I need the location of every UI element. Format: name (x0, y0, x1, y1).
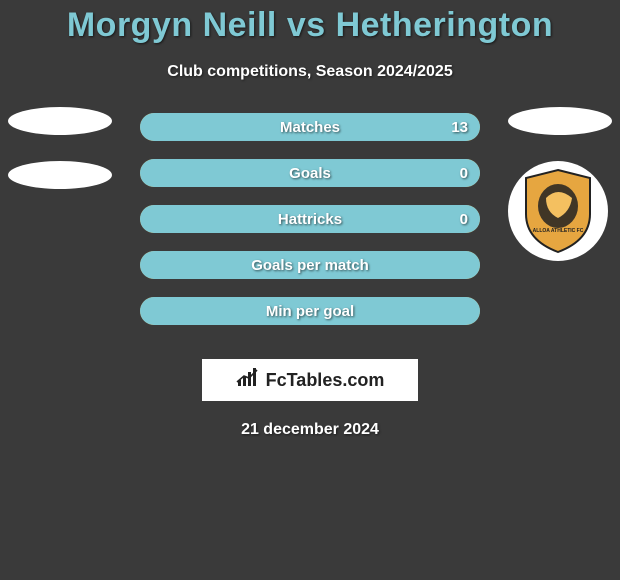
stat-row-matches: Matches 13 (140, 113, 480, 141)
club-badge-text: ALLOA ATHLETIC FC (533, 228, 584, 234)
chart-icon (236, 368, 260, 393)
brand-text: FcTables.com (266, 370, 385, 391)
player-marker (8, 107, 112, 135)
subtitle: Club competitions, Season 2024/2025 (0, 63, 620, 81)
player-marker (508, 107, 612, 135)
brand-box: FcTables.com (202, 359, 418, 401)
stat-value: 0 (460, 205, 468, 233)
date-line: 21 december 2024 (0, 421, 620, 439)
stat-label: Goals (140, 159, 480, 187)
stat-label: Matches (140, 113, 480, 141)
stat-label: Hattricks (140, 205, 480, 233)
stat-row-goals: Goals 0 (140, 159, 480, 187)
stats-area: ALLOA ATHLETIC FC Matches 13 Goals 0 (0, 113, 620, 343)
stat-row-min-per-goal: Min per goal (140, 297, 480, 325)
stat-bars: Matches 13 Goals 0 Hattricks 0 Goals per… (140, 113, 480, 343)
page-title: Morgyn Neill vs Hetherington (0, 6, 620, 45)
stat-label: Min per goal (140, 297, 480, 325)
stat-label: Goals per match (140, 251, 480, 279)
stat-value: 0 (460, 159, 468, 187)
right-player-markers: ALLOA ATHLETIC FC (508, 107, 612, 261)
stat-value: 13 (451, 113, 468, 141)
stat-row-goals-per-match: Goals per match (140, 251, 480, 279)
club-badge-shield: ALLOA ATHLETIC FC (520, 168, 596, 254)
player-marker (8, 161, 112, 189)
left-player-markers (8, 107, 112, 215)
club-badge: ALLOA ATHLETIC FC (508, 161, 608, 261)
comparison-infographic: Morgyn Neill vs Hetherington Club compet… (0, 0, 620, 439)
stat-row-hattricks: Hattricks 0 (140, 205, 480, 233)
